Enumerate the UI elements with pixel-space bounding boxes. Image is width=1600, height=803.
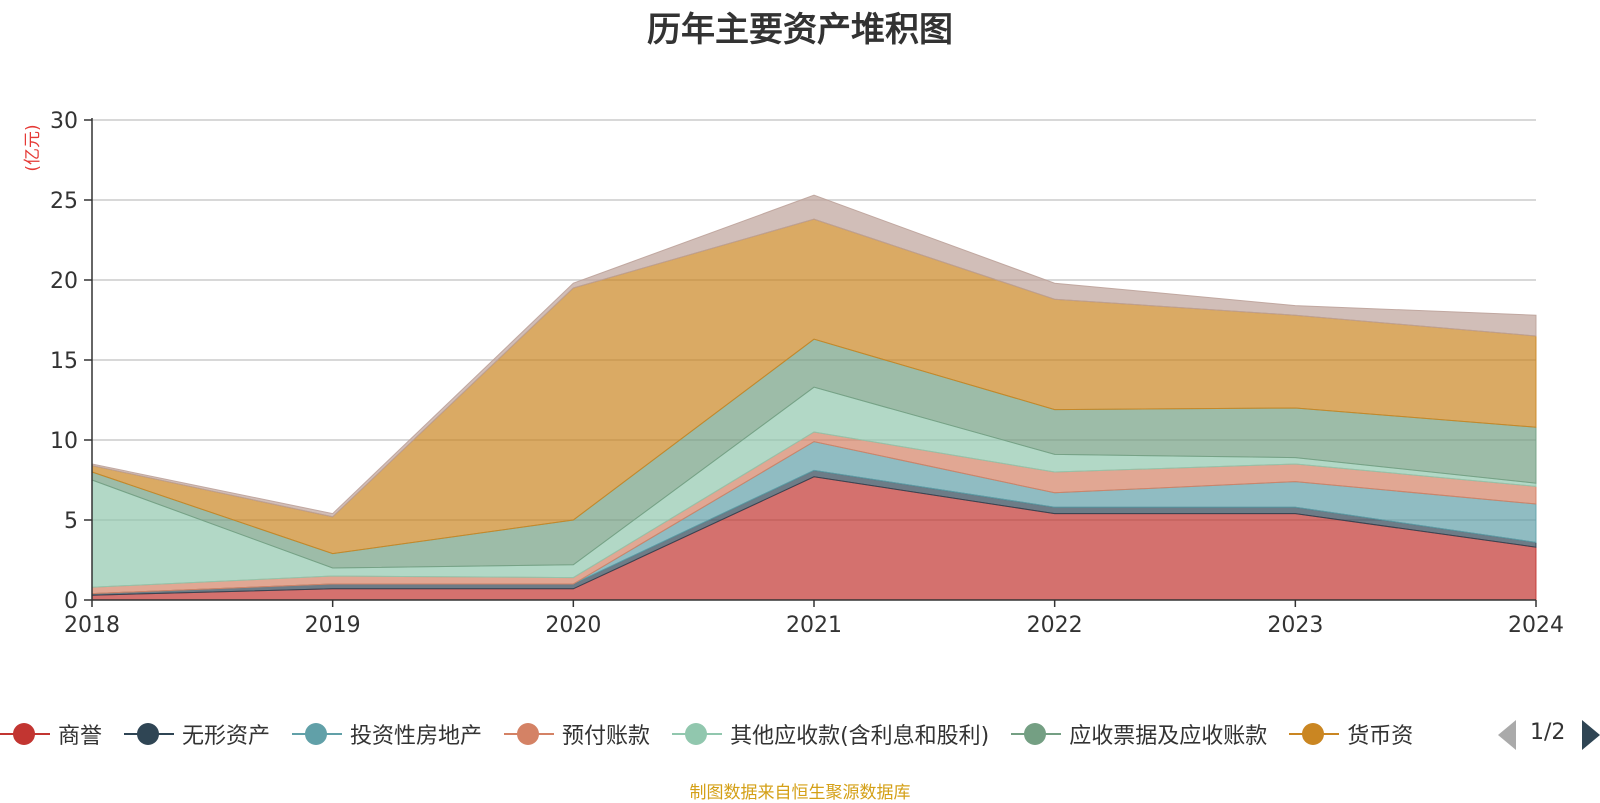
legend-label: 应收票据及应收账款 bbox=[1069, 724, 1268, 749]
y-tick-label: 5 bbox=[64, 509, 78, 534]
legend-label: 预付账款 bbox=[562, 724, 651, 749]
y-tick-label: 0 bbox=[64, 589, 78, 614]
legend-item[interactable]: 预付账款 bbox=[504, 718, 650, 750]
legend-item[interactable]: 商誉 bbox=[0, 718, 102, 750]
y-tick-label: 15 bbox=[50, 349, 78, 374]
legend-marker-icon bbox=[292, 722, 343, 746]
x-tick-label: 2023 bbox=[1267, 613, 1323, 638]
legend-marker-icon bbox=[504, 722, 555, 746]
legend-next-page-icon[interactable] bbox=[1582, 720, 1600, 750]
legend-label: 其他应收款(含利息和股利) bbox=[730, 724, 990, 749]
legend-prev-page-icon[interactable] bbox=[1498, 720, 1516, 750]
area-series-7 bbox=[91, 194, 1537, 518]
legend-item[interactable]: 应收票据及应收账款 bbox=[1011, 718, 1267, 750]
chart-title: 历年主要资产堆积图 bbox=[647, 10, 953, 50]
y-tick-label: 30 bbox=[50, 109, 78, 134]
legend-marker-icon bbox=[1289, 722, 1340, 746]
x-tick-label: 2020 bbox=[545, 613, 601, 638]
legend-label: 投资性房地产 bbox=[350, 724, 483, 749]
y-tick-label: 10 bbox=[50, 429, 78, 454]
legend-marker-icon bbox=[0, 722, 50, 746]
x-tick-label: 2024 bbox=[1508, 613, 1564, 638]
y-axis-unit-label: (亿元) bbox=[23, 124, 43, 171]
x-tick-label: 2018 bbox=[64, 613, 120, 638]
x-tick-label: 2022 bbox=[1027, 613, 1083, 638]
x-tick-label: 2021 bbox=[786, 613, 842, 638]
legend-page-indicator: 1/2 bbox=[1530, 720, 1566, 745]
legend-marker-icon bbox=[124, 722, 175, 746]
legend-pager: 1/2 bbox=[1498, 716, 1600, 756]
legend-item[interactable]: 投资性房地产 bbox=[292, 718, 482, 750]
y-tick-label: 20 bbox=[50, 269, 78, 294]
legend-label: 货币资 bbox=[1347, 724, 1414, 749]
legend-item[interactable]: 其他应收款(含利息和股利) bbox=[672, 718, 989, 750]
data-source-note: 制图数据来自恒生聚源数据库 bbox=[689, 783, 911, 803]
legend: 商誉 无形资产 投资性房地产 预付账款 其他应收款(含利息和股利) 应收票据及应收账款 货币… bbox=[0, 718, 1484, 758]
x-tick-label: 2019 bbox=[305, 613, 361, 638]
legend-label: 商誉 bbox=[58, 724, 103, 749]
legend-marker-icon bbox=[672, 722, 723, 746]
legend-marker-icon bbox=[1011, 722, 1062, 746]
legend-item[interactable]: 货币资 bbox=[1289, 718, 1413, 750]
y-tick-label: 25 bbox=[50, 189, 78, 214]
legend-item[interactable]: 无形资产 bbox=[124, 718, 270, 750]
legend-label: 无形资产 bbox=[182, 724, 271, 749]
